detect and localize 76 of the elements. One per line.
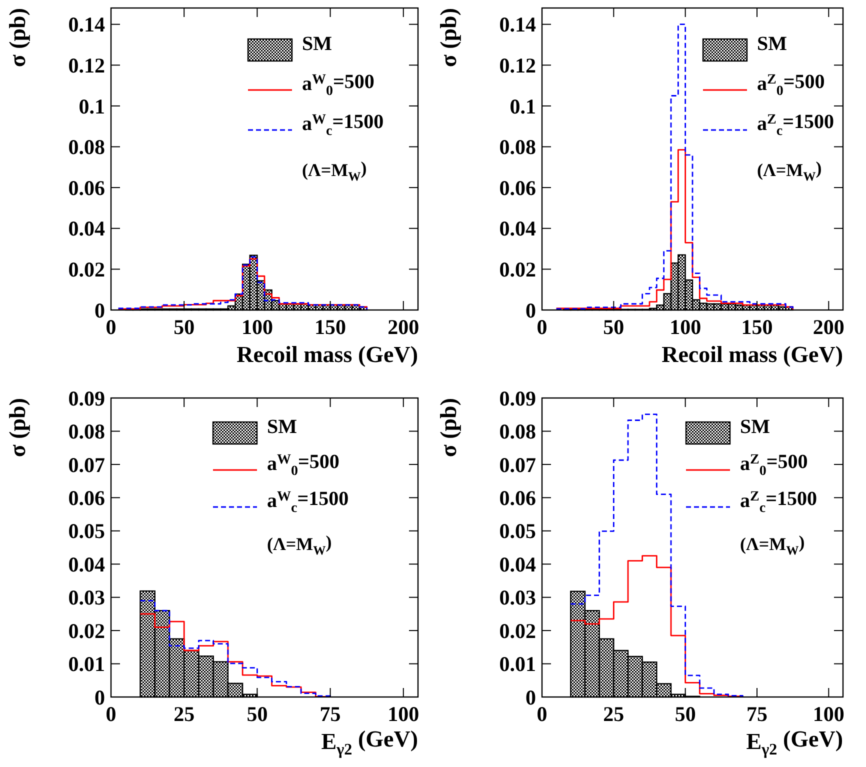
y-tick-label: 0.04: [68, 216, 106, 241]
x-axis-title: Recoil mass (GeV): [662, 342, 843, 367]
y-tick-label: 0.04: [68, 552, 106, 576]
y-tick-label: 0.07: [499, 452, 536, 477]
y-tick-label: 0.09: [68, 386, 105, 410]
x-tick-label: 75: [746, 702, 768, 726]
x-axis-title: E$_{γ2}$ (GeV): [746, 726, 843, 759]
y-axis-title: σ (pb): [436, 398, 461, 458]
y-tick-label: 0.14: [68, 12, 106, 37]
legend-label: a$^{Z}$$_{c}$=1500: [740, 488, 817, 516]
x-tick-label: 50: [603, 315, 624, 339]
y-tick-label: 0.14: [499, 12, 536, 37]
y-tick-label: 0.06: [499, 486, 536, 510]
x-tick-label: 200: [812, 315, 844, 339]
annotation: (Λ=M$_{W}$): [740, 532, 805, 558]
y-tick-label: 0.04: [499, 216, 536, 241]
x-tick-label: 50: [674, 702, 696, 726]
x-axis-title: Recoil mass (GeV): [236, 342, 418, 367]
y-tick-label: 0: [526, 685, 536, 710]
y-tick-label: 0: [526, 298, 536, 322]
annotation: (Λ=M$_{W}$): [302, 158, 367, 184]
y-tick-label: 0.02: [499, 258, 536, 282]
y-tick-label: 0.08: [499, 135, 536, 160]
legend-label: a$^{Z}$$_{c}$=1500: [757, 110, 834, 139]
y-tick-label: 0.08: [499, 420, 536, 444]
y-tick-label: 0.08: [68, 420, 105, 444]
x-tick-label: 200: [388, 315, 420, 339]
y-axis-title: σ (pb): [5, 8, 30, 68]
x-tick-label: 150: [314, 315, 346, 339]
x-tick-label: 50: [246, 702, 268, 726]
y-tick-label: 0.01: [499, 652, 536, 676]
x-axis-title: E$_{γ2}$ (GeV): [321, 726, 418, 759]
y-tick-label: 0.02: [68, 618, 105, 643]
y-tick-label: 0.1: [78, 94, 105, 118]
x-tick-label: 100: [388, 702, 420, 726]
y-tick-label: 0.02: [68, 258, 105, 282]
legend-label: a$^{W}$$_{c}$=1500: [302, 110, 384, 139]
y-tick-label: 0.03: [68, 586, 105, 610]
x-tick-label: 25: [174, 702, 195, 726]
y-tick-label: 0.1: [510, 94, 536, 118]
y-tick-label: 0.05: [499, 519, 536, 544]
y-tick-label: 0.12: [499, 53, 536, 78]
legend-label: a$^{W}$$_{c}$=1500: [267, 488, 349, 516]
y-tick-label: 0.06: [68, 176, 105, 200]
y-tick-label: 0.06: [499, 176, 536, 200]
x-tick-label: 100: [670, 315, 702, 339]
y-axis-title: σ (pb): [436, 8, 461, 68]
y-tick-label: 0.01: [68, 652, 105, 676]
y-tick-label: 0.05: [68, 519, 105, 544]
annotation: (Λ=M$_{W}$): [267, 532, 332, 558]
y-tick-label: 0: [94, 685, 105, 710]
x-tick-label: 150: [741, 315, 773, 339]
y-tick-label: 0: [94, 298, 105, 322]
x-tick-label: 25: [603, 702, 624, 726]
legend-label: a$^{Z}$$_{0}$=500: [757, 70, 825, 99]
legend-label: SM: [740, 416, 770, 438]
y-tick-label: 0.08: [68, 135, 105, 160]
legend-label: a$^{W}$$_{0}$=500: [267, 450, 340, 479]
legend-label: a$^{W}$$_{0}$=500: [302, 70, 374, 99]
y-tick-label: 0.09: [499, 386, 536, 410]
annotation: (Λ=M$_{W}$): [757, 158, 822, 184]
legend-label: SM: [302, 33, 332, 55]
legend-label: SM: [757, 33, 788, 55]
y-tick-label: 0.04: [499, 552, 536, 576]
x-tick-label: 100: [812, 702, 844, 726]
legend-label: SM: [267, 416, 298, 438]
x-tick-label: 50: [174, 315, 195, 339]
y-tick-label: 0.06: [68, 486, 105, 510]
y-tick-label: 0.12: [68, 53, 105, 78]
y-tick-label: 0.02: [499, 618, 536, 643]
y-axis-title: σ (pb): [5, 398, 30, 458]
x-tick-label: 100: [241, 315, 273, 339]
y-tick-label: 0.03: [499, 586, 536, 610]
x-tick-label: 75: [320, 702, 341, 726]
y-tick-label: 0.07: [68, 452, 105, 477]
legend-label: a$^{Z}$$_{0}$=500: [740, 450, 808, 479]
